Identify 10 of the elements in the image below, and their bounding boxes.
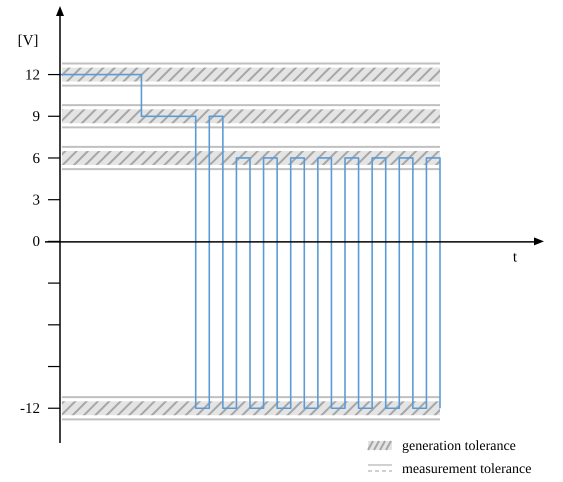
legend-label: generation tolerance	[402, 438, 516, 454]
y-axis-title: [V]	[18, 33, 38, 49]
legend-label: measurement tolerance	[402, 462, 532, 477]
y-tick-label: -12	[20, 401, 40, 418]
y-tick-label: 3	[32, 192, 40, 208]
y-tick-label: 0	[32, 234, 40, 250]
y-tick-label: 12	[25, 67, 40, 84]
x-axis-title: t	[512, 249, 518, 266]
y-tick-label: 9	[32, 109, 40, 126]
y-tick-label: 6	[32, 150, 40, 167]
